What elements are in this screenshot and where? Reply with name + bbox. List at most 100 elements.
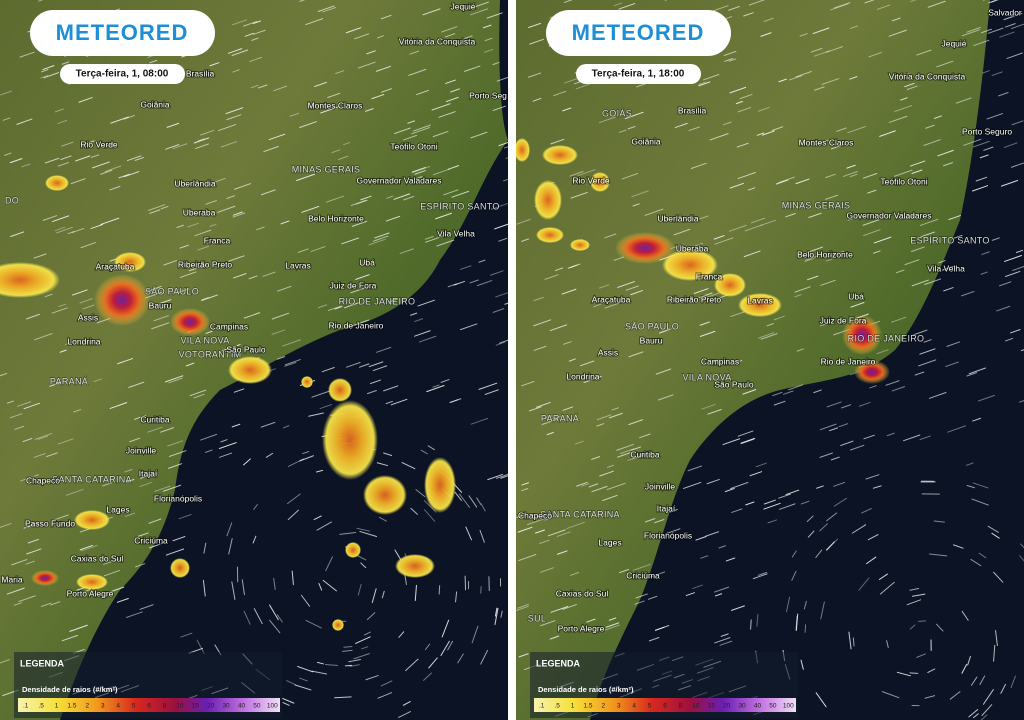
wind-streak: [750, 619, 752, 630]
wind-streak: [302, 451, 310, 455]
wind-streak: [816, 485, 824, 489]
wind-streak: [919, 435, 931, 441]
panel-divider: [508, 0, 516, 720]
wind-streak: [627, 455, 642, 461]
wind-streak: [226, 195, 236, 199]
wind-streak: [134, 156, 145, 161]
city-label: São Paulo: [226, 344, 265, 354]
wind-streak: [351, 319, 370, 327]
wind-streak: [617, 452, 631, 458]
wind-streak: [58, 303, 67, 308]
wind-streak: [1004, 23, 1016, 28]
wind-streak: [570, 572, 580, 576]
wind-streak: [563, 341, 572, 345]
wind-streak: [544, 274, 559, 280]
wind-streak: [549, 324, 568, 332]
region-label: PARANÁ: [541, 413, 579, 423]
wind-streak: [156, 299, 172, 305]
legend-colorbar: [534, 698, 796, 712]
wind-streak: [484, 37, 493, 42]
wind-streak: [658, 328, 673, 334]
wind-streak: [165, 548, 185, 556]
wind-streak: [979, 675, 986, 685]
wind-streak: [966, 372, 978, 377]
wind-streak: [64, 339, 78, 346]
city-label: Montes Claros: [308, 100, 363, 110]
wind-streak: [720, 633, 729, 637]
wind-streak: [147, 426, 163, 433]
wind-streak: [205, 330, 213, 334]
wind-streak: [498, 339, 508, 344]
wind-streak: [282, 698, 295, 704]
wind-streak: [699, 215, 709, 220]
wind-streak: [979, 154, 989, 159]
wind-streak: [995, 630, 998, 646]
wind-streak: [549, 635, 560, 640]
city-label: Campinas: [701, 356, 739, 366]
wind-streak: [825, 258, 833, 262]
wind-streak: [445, 96, 459, 103]
wind-streak: [294, 684, 312, 691]
wind-streak: [263, 146, 279, 153]
wind-streak: [794, 286, 811, 293]
wind-streak: [825, 541, 835, 551]
wind-streak: [980, 714, 988, 720]
wind-streak: [102, 142, 115, 148]
wind-streak: [201, 294, 218, 302]
wind-streak: [422, 8, 441, 16]
legend-scale-label: 10: [176, 703, 184, 710]
city-label: Vila Velha: [927, 263, 965, 273]
wind-streak: [243, 20, 258, 27]
wind-streak: [596, 423, 605, 427]
wind-streak: [381, 590, 385, 599]
wind-streak: [982, 689, 994, 705]
wind-streak: [849, 173, 858, 178]
city-label: Criciúma: [626, 570, 660, 580]
wind-streak: [605, 622, 620, 628]
wind-streak: [665, 528, 681, 535]
wind-streak: [772, 391, 783, 397]
wind-streak: [654, 518, 665, 524]
region-label: PARANÁ: [50, 376, 88, 386]
wind-streak: [627, 125, 636, 130]
wind-streak: [204, 449, 213, 453]
wind-streak: [271, 329, 286, 335]
city-label: Itajaí: [139, 468, 158, 478]
wind-streak: [4, 152, 12, 156]
city-label: Ribeirão Preto: [178, 259, 233, 269]
wind-streak: [833, 497, 847, 507]
wind-streak: [1010, 675, 1016, 689]
wind-streak: [23, 402, 40, 410]
city-label: Teófilo Otoni: [390, 141, 437, 151]
wind-streak: [244, 32, 254, 37]
wind-streak: [540, 620, 556, 627]
legend-scale-label: 5: [132, 703, 136, 710]
wind-streak: [1006, 52, 1023, 59]
wind-streak: [268, 133, 286, 141]
wind-streak: [998, 92, 1009, 97]
wind-streak: [480, 503, 486, 512]
wind-streak: [117, 358, 134, 365]
city-label: Araçatuba: [96, 261, 135, 271]
wind-streak: [487, 473, 504, 481]
city-label: Vila Velha: [437, 228, 475, 238]
wind-streak: [955, 97, 972, 104]
wind-streak: [231, 423, 241, 428]
wind-streak: [789, 75, 803, 81]
wind-streak: [632, 453, 646, 460]
wind-streak: [449, 399, 459, 404]
wind-streak: [591, 456, 601, 460]
wind-streak: [459, 493, 471, 508]
wind-streak: [67, 230, 75, 235]
wind-streak: [981, 28, 992, 34]
city-label: Passo Fundo: [25, 518, 75, 528]
wind-streak: [42, 65, 55, 71]
wind-streak: [49, 381, 62, 387]
wind-streak: [807, 530, 815, 538]
wind-streak: [354, 33, 370, 40]
ocean: [590, 0, 1024, 720]
wind-streak: [376, 462, 389, 467]
wind-streak: [886, 432, 895, 437]
wind-streak: [618, 129, 627, 133]
wind-streak: [2, 117, 11, 121]
